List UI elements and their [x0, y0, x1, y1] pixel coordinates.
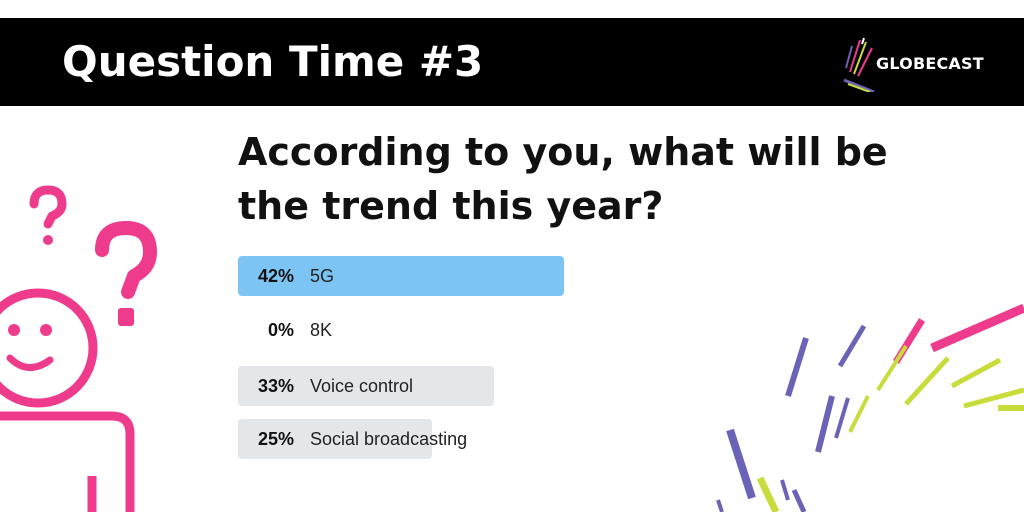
- poll-option: 42% 5G: [238, 256, 598, 296]
- header-banner: Question Time #3 GLOBECAST: [0, 18, 1024, 106]
- poll-option-bar: [238, 366, 494, 406]
- poll-option: 33% Voice control: [238, 366, 598, 406]
- decorative-line-burst: [716, 303, 1024, 512]
- poll-option-percent: 0%: [267, 320, 294, 340]
- poll-option: 0% 8K: [238, 310, 598, 350]
- poll-option-label: 8K: [310, 320, 333, 340]
- question-line-1: According to you, what will be: [238, 130, 888, 174]
- question-heading: According to you, what will be the trend…: [238, 125, 938, 233]
- page-title: Question Time #3: [62, 37, 484, 86]
- question-line-2: the trend this year?: [238, 184, 664, 228]
- poll-option: 25% Social broadcasting: [238, 419, 598, 459]
- poll-option-label: Social broadcasting: [310, 429, 468, 449]
- logo-burst-icon: [843, 37, 875, 92]
- confused-person-icon: [0, 185, 157, 512]
- poll-option-percent: 25%: [257, 429, 294, 449]
- poll-option-label: 5G: [310, 266, 335, 286]
- poll-option-percent: 33%: [257, 376, 294, 396]
- poll-option-bar: [238, 256, 564, 296]
- poll-option-percent: 42%: [257, 266, 294, 286]
- globecast-logo: GLOBECAST: [840, 32, 1000, 92]
- poll-option-bar: [238, 419, 432, 459]
- poll-option-label: Voice control: [310, 376, 414, 396]
- logo-text: GLOBECAST: [876, 54, 984, 73]
